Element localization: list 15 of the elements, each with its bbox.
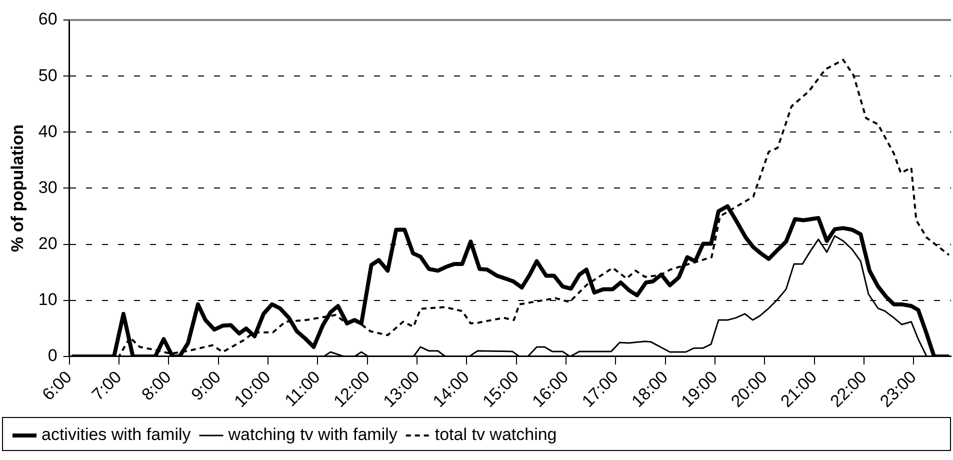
- x-tick-label: 6:00: [38, 367, 76, 404]
- y-tick-label: 60: [38, 10, 58, 29]
- x-tick-label: 7:00: [88, 367, 126, 404]
- legend-label: total tv watching: [434, 425, 557, 444]
- x-tick-label: 8:00: [138, 367, 175, 404]
- y-tick-label: 50: [38, 66, 58, 85]
- y-axis-title: % of population: [8, 124, 27, 252]
- x-tick-label: 9:00: [188, 367, 224, 404]
- y-tick-label: 20: [38, 234, 58, 254]
- y-tick-label: 10: [38, 290, 58, 310]
- legend-label: watching tv with family: [227, 425, 398, 444]
- legend-label: activities with family: [42, 425, 192, 444]
- y-tick-label: 40: [38, 122, 58, 141]
- y-tick-label: 30: [38, 178, 58, 197]
- y-tick-label: 0: [48, 346, 58, 366]
